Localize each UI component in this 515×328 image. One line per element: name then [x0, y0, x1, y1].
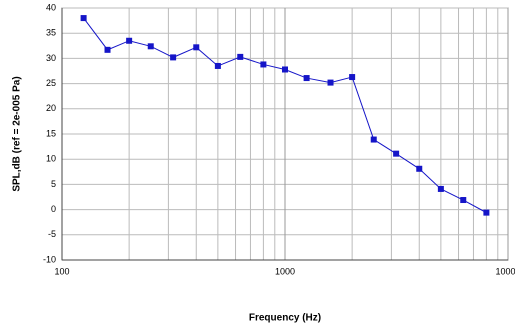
y-tick-label: 5 — [51, 179, 56, 189]
x-tick-label: 100 — [54, 266, 69, 276]
data-point — [237, 53, 244, 60]
y-tick-label: 30 — [46, 53, 56, 63]
y-tick-label: 15 — [46, 128, 56, 138]
data-point — [282, 66, 288, 73]
data-point — [260, 61, 267, 68]
data-point — [104, 46, 111, 53]
x-axis-label: Frequency (Hz) — [249, 313, 321, 324]
y-axis-label: SPL,dB (ref = 2e-005 Pa) — [12, 76, 23, 191]
y-tick-label: 20 — [46, 103, 56, 113]
x-tick-label: 10000 — [495, 266, 515, 276]
data-point — [214, 62, 221, 69]
data-point — [193, 44, 200, 51]
data-point — [80, 15, 87, 22]
data-point — [303, 75, 310, 82]
data-point — [126, 37, 133, 44]
data-point — [327, 79, 334, 86]
y-tick-label: 0 — [51, 204, 56, 214]
data-point — [170, 54, 177, 61]
data-point — [393, 150, 400, 157]
data-point — [147, 43, 154, 50]
y-tick-label: -5 — [48, 229, 56, 239]
data-point — [416, 165, 423, 172]
data-point — [370, 136, 377, 143]
y-tick-label: 35 — [46, 28, 56, 38]
data-point — [483, 209, 490, 216]
y-tick-label: -10 — [43, 254, 56, 264]
y-tick-label: 10 — [46, 154, 56, 164]
y-tick-label: 25 — [46, 78, 56, 88]
x-tick-label: 1000 — [275, 266, 295, 276]
data-point — [349, 74, 356, 81]
data-point — [437, 185, 444, 192]
data-point — [460, 197, 467, 204]
y-tick-label: 40 — [46, 2, 56, 12]
